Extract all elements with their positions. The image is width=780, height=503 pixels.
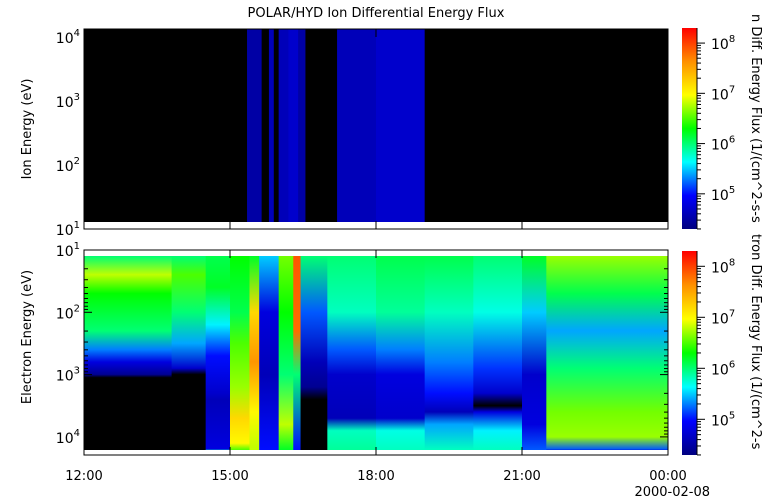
electron-y-axis-label: Electron Energy (eV) bbox=[20, 270, 35, 404]
spectrogram-segment bbox=[293, 256, 302, 450]
x-tick-label: 12:00 bbox=[65, 469, 102, 484]
colorbar-tick-label: 108 bbox=[711, 257, 735, 276]
spectrogram-segment bbox=[278, 29, 289, 222]
y-tick-label: 102 bbox=[56, 156, 80, 175]
spectrogram-segment bbox=[376, 29, 426, 222]
colorbar-tick-label: 106 bbox=[711, 359, 735, 378]
spectrogram-segment bbox=[298, 29, 306, 222]
ion-panel: 101 102 103 104 105 106 107 108 bbox=[56, 28, 735, 239]
spectrogram-segment bbox=[247, 29, 263, 222]
spectrogram-segment bbox=[300, 256, 328, 450]
spectrogram-segment bbox=[288, 29, 299, 222]
colorbar-tick-label: 108 bbox=[711, 34, 735, 53]
spectrogram-segment bbox=[522, 29, 669, 222]
chart-title: POLAR/HYD Ion Differential Energy Flux bbox=[248, 6, 505, 21]
spectrogram-segment bbox=[84, 29, 221, 222]
x-tick-label: 00:00 bbox=[649, 469, 686, 484]
spectrogram-segment bbox=[305, 29, 338, 222]
spectrogram-segment bbox=[473, 256, 523, 450]
spectrogram-segment bbox=[261, 29, 270, 222]
spectrogram-segment bbox=[327, 256, 377, 450]
date-label: 2000-02-08 bbox=[634, 485, 710, 499]
spectrogram-segment bbox=[230, 29, 248, 222]
spectrogram-segment bbox=[230, 256, 250, 450]
spectrogram-segment bbox=[546, 256, 669, 450]
spectrogram-segment bbox=[171, 256, 207, 450]
y-tick-label: 102 bbox=[56, 303, 80, 322]
spectrogram-segment bbox=[337, 29, 377, 222]
y-tick-label: 104 bbox=[56, 28, 80, 47]
x-tick-label: 18:00 bbox=[357, 469, 394, 484]
spectrogram-segment bbox=[424, 29, 523, 222]
y-tick-label: 104 bbox=[56, 428, 80, 447]
x-tick-label: 21:00 bbox=[503, 469, 540, 484]
x-tick-label: 15:00 bbox=[211, 469, 248, 484]
colorbar-tick-label: 106 bbox=[711, 135, 735, 154]
spectrogram-segment bbox=[424, 256, 474, 450]
spectrogram-segment bbox=[273, 29, 280, 222]
spectrogram-segment bbox=[220, 29, 231, 222]
colorbar bbox=[682, 251, 697, 455]
spectrogram-segment bbox=[249, 256, 260, 450]
spectrogram-segment bbox=[268, 29, 275, 222]
spectrogram-segment bbox=[376, 256, 426, 450]
spectrogram-segment bbox=[522, 256, 547, 450]
y-tick-label: 103 bbox=[56, 92, 80, 111]
ion-y-axis-label: Ion Energy (eV) bbox=[20, 79, 35, 180]
y-tick-label: 103 bbox=[56, 366, 80, 385]
spectrogram-segment bbox=[259, 256, 280, 450]
colorbar-tick-label: 105 bbox=[711, 410, 735, 429]
spectrogram-segment bbox=[278, 256, 294, 450]
ion-colorbar-label: n Diff. Energy Flux (1/(cm^2-s-s bbox=[748, 14, 763, 223]
electron-colorbar-label: tron Diff. Energy Flux (1/(cm^2-s bbox=[748, 234, 763, 450]
y-tick-label: 101 bbox=[56, 241, 80, 260]
spectrogram-segment bbox=[205, 256, 231, 450]
colorbar bbox=[682, 28, 697, 229]
colorbar-tick-label: 107 bbox=[711, 84, 735, 103]
electron-panel: 101 102 103 104 105 106 107 108 bbox=[56, 241, 735, 456]
time-axis: 12:00 15:00 18:00 21:00 00:00 bbox=[65, 469, 686, 484]
colorbar-tick-label: 105 bbox=[711, 185, 735, 204]
colorbar-tick-label: 107 bbox=[711, 308, 735, 327]
spectrogram-segment bbox=[84, 256, 173, 450]
y-tick-label: 101 bbox=[56, 220, 80, 239]
